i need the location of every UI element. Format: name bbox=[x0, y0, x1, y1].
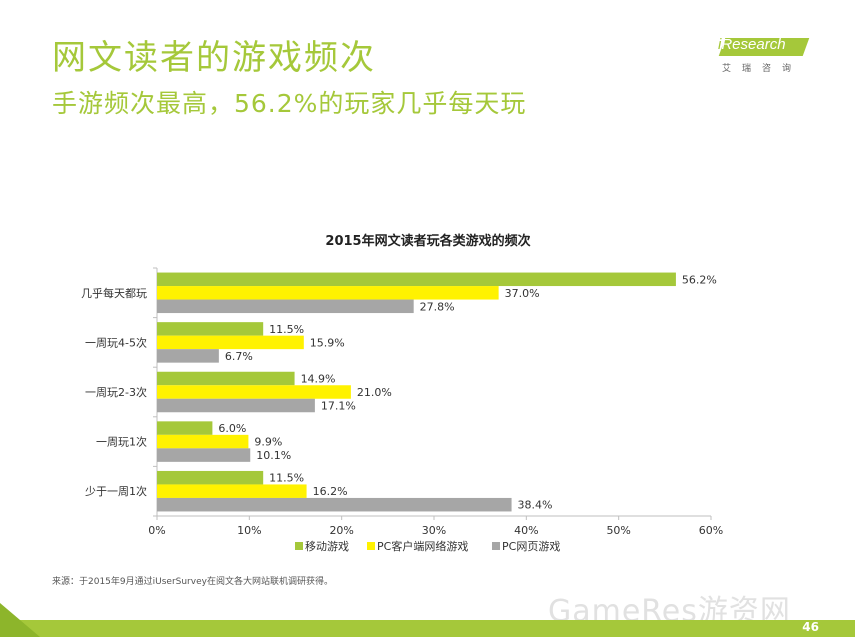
legend-label: PC客户端网络游戏 bbox=[377, 539, 468, 553]
x-tick-label: 20% bbox=[329, 524, 353, 537]
footer-bar bbox=[0, 620, 855, 637]
x-tick-label: 40% bbox=[514, 524, 538, 537]
bar-value-label: 6.0% bbox=[218, 422, 246, 435]
x-tick-label: 0% bbox=[148, 524, 165, 537]
bar-value-label: 38.4% bbox=[518, 499, 553, 512]
bar-value-label: 11.5% bbox=[269, 323, 304, 336]
logo-text: iResearch bbox=[718, 36, 786, 53]
bar-value-label: 11.5% bbox=[269, 472, 304, 485]
bar-value-label: 37.0% bbox=[505, 287, 540, 300]
page-number: 46 bbox=[802, 620, 819, 634]
logo-i: i bbox=[718, 36, 722, 53]
legend-label: PC网页游戏 bbox=[502, 540, 560, 553]
bar bbox=[157, 484, 307, 498]
bar-value-label: 27.8% bbox=[420, 300, 455, 313]
bar-value-label: 17.1% bbox=[321, 400, 356, 413]
x-tick-label: 50% bbox=[606, 524, 630, 537]
bar-value-label: 15.9% bbox=[310, 336, 345, 349]
bar bbox=[157, 434, 249, 449]
bar-value-label: 10.1% bbox=[256, 449, 291, 462]
bar-value-label: 16.2% bbox=[313, 485, 348, 498]
bar bbox=[157, 448, 251, 462]
bar bbox=[157, 497, 512, 512]
iresearch-logo: iResearch 艾瑞咨询 bbox=[716, 30, 811, 80]
bar bbox=[157, 385, 351, 399]
bar bbox=[157, 322, 264, 336]
bar-value-label: 14.9% bbox=[301, 373, 336, 386]
source-note: 来源：于2015年9月通过iUserSurvey在阅文各大网站联机调研获得。 bbox=[52, 577, 333, 587]
chart-title: 2015年网文读者玩各类游戏的频次 bbox=[325, 233, 530, 249]
category-label: 一周玩2-3次 bbox=[85, 385, 147, 399]
logo-name: Research bbox=[721, 36, 786, 53]
bar bbox=[157, 286, 499, 300]
bar bbox=[157, 299, 414, 314]
logo-chinese: 艾瑞咨询 bbox=[722, 64, 803, 74]
legend-swatch bbox=[492, 542, 500, 550]
bar-value-label: 56.2% bbox=[682, 273, 717, 286]
category-label: 几乎每天都玩 bbox=[81, 286, 147, 300]
bar-value-label: 9.9% bbox=[254, 436, 282, 449]
legend-swatch bbox=[367, 542, 375, 550]
page-subtitle: 手游频次最高，56.2%的玩家几乎每天玩 bbox=[52, 89, 527, 118]
legend-swatch bbox=[295, 542, 303, 550]
category-label: 少于一周1次 bbox=[85, 484, 147, 498]
category-label: 一周玩4-5次 bbox=[85, 335, 147, 349]
category-label: 一周玩1次 bbox=[96, 435, 147, 449]
bar bbox=[157, 421, 213, 435]
bar bbox=[157, 349, 219, 363]
legend-label: 移动游戏 bbox=[305, 540, 349, 553]
bar bbox=[157, 272, 676, 287]
bar-chart: 2015年网文读者玩各类游戏的频次 0% 10% 20% 30% 40% 50% 60% 几乎每… bbox=[81, 233, 723, 553]
page-title: 网文读者的游戏频次 bbox=[52, 38, 376, 78]
bar bbox=[157, 335, 304, 350]
x-tick-label: 30% bbox=[422, 524, 446, 537]
footer-corner bbox=[0, 603, 40, 637]
x-tick-label: 60% bbox=[699, 524, 723, 537]
bar bbox=[157, 398, 315, 413]
bar-value-label: 6.7% bbox=[225, 350, 253, 363]
bar-value-label: 21.0% bbox=[357, 386, 392, 399]
bar bbox=[157, 371, 295, 386]
bar bbox=[157, 470, 264, 485]
x-tick-label: 10% bbox=[237, 524, 261, 537]
